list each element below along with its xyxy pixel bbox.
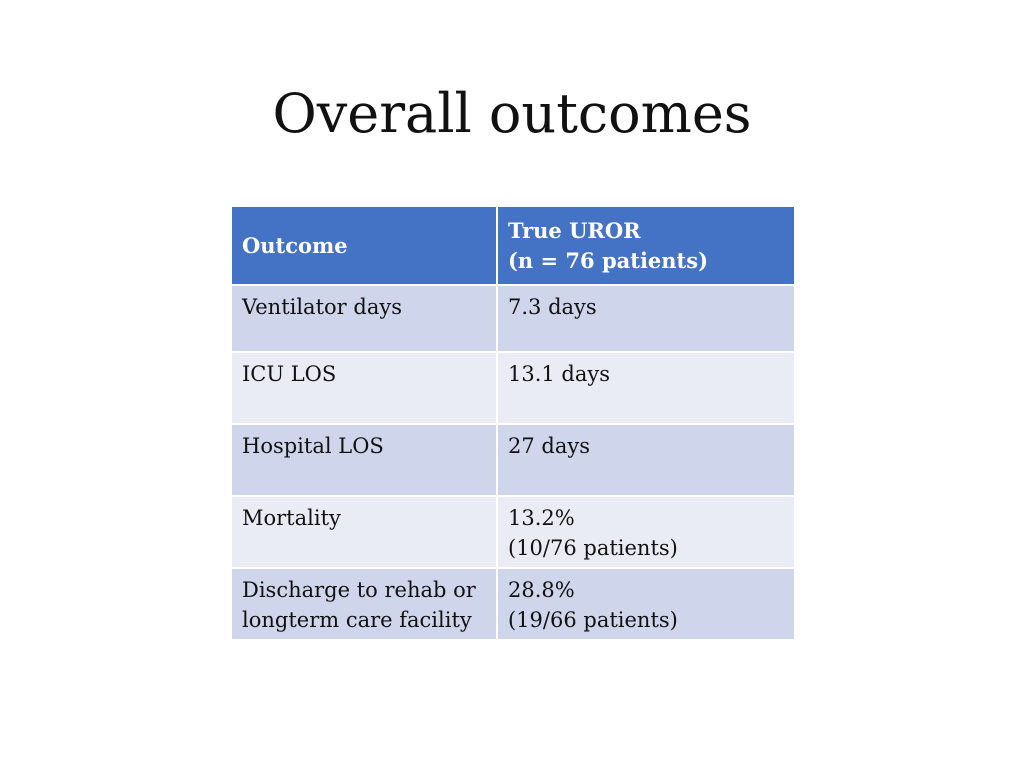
outcome-label-line2: longterm care facility [242, 608, 472, 632]
outcome-label: Mortality [242, 506, 341, 530]
header-outcome: Outcome [230, 205, 498, 286]
table-row: ICU LOS 13.1 days [230, 351, 796, 425]
value-label: 13.1 days [508, 362, 611, 386]
table-row: Mortality 13.2% (10/76 patients) [230, 495, 796, 569]
value-cell: 28.8% (19/66 patients) [496, 567, 796, 641]
value-cell: 27 days [496, 423, 796, 497]
table-header-row: Outcome True UROR (n = 76 patients) [230, 205, 796, 286]
value-label: 7.3 days [508, 295, 597, 319]
table-row: Discharge to rehab or longterm care faci… [230, 567, 796, 641]
value-label: 27 days [508, 434, 591, 458]
header-true-uror: True UROR (n = 76 patients) [496, 205, 796, 286]
value-cell: 7.3 days [496, 284, 796, 353]
value-cell: 13.2% (10/76 patients) [496, 495, 796, 569]
outcome-label: Hospital LOS [242, 434, 384, 458]
outcome-cell: Mortality [230, 495, 498, 569]
table-row: Ventilator days 7.3 days [230, 284, 796, 353]
value-label-line2: (19/66 patients) [508, 608, 678, 632]
value-label-line2: (10/76 patients) [508, 536, 678, 560]
outcome-cell: ICU LOS [230, 351, 498, 425]
value-label: 13.2% [508, 506, 575, 530]
header-true-uror-label: True UROR [508, 217, 641, 243]
outcome-cell: Ventilator days [230, 284, 498, 353]
outcome-label: Ventilator days [242, 295, 402, 319]
slide-title: Overall outcomes [272, 82, 752, 145]
value-cell: 13.1 days [496, 351, 796, 425]
outcome-cell: Discharge to rehab or longterm care faci… [230, 567, 498, 641]
outcome-label: Discharge to rehab or [242, 578, 476, 602]
outcome-cell: Hospital LOS [230, 423, 498, 497]
header-patient-count: (n = 76 patients) [508, 247, 709, 273]
outcomes-table: Outcome True UROR (n = 76 patients) Vent… [230, 205, 796, 641]
outcome-label: ICU LOS [242, 362, 337, 386]
table-row: Hospital LOS 27 days [230, 423, 796, 497]
value-label: 28.8% [508, 578, 575, 602]
